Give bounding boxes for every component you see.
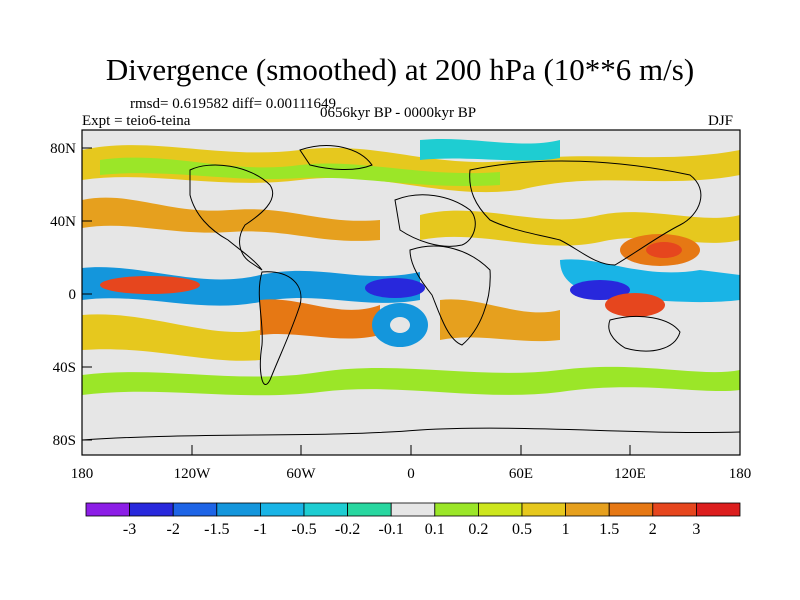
coast-south-america <box>258 271 302 386</box>
field-band-north <box>82 145 740 193</box>
lon-tick-labels: 180 120W 60W 0 60E 120E 180 <box>71 466 752 482</box>
lat-tick-labels: 80N 40N 0 40S 80S <box>50 141 76 449</box>
colorbar-swatch <box>521 502 566 517</box>
coast-north-america <box>189 164 273 271</box>
colorbar-swatch <box>696 502 741 517</box>
colorbar-label: 0.5 <box>512 521 532 538</box>
colorbar-label: -1 <box>254 521 267 538</box>
colorbar-swatch <box>652 502 697 517</box>
lat-label: 40S <box>53 360 76 376</box>
colorbar-swatch <box>85 502 130 517</box>
lat-label: 80S <box>53 433 76 449</box>
field-band-midnorth <box>82 197 380 241</box>
colorbar-label: 1.5 <box>599 521 619 538</box>
season-label: DJF <box>708 113 734 129</box>
colorbar-swatch <box>303 502 348 517</box>
field-blob-south-america <box>260 299 380 339</box>
colorbar-swatch <box>608 502 654 517</box>
lon-label: 60E <box>509 466 533 482</box>
field-blob-south-atlantic-core <box>390 317 410 333</box>
colorbar-swatch <box>129 502 174 517</box>
colorbar-label: 3 <box>692 521 700 538</box>
colorbar-swatch <box>259 502 305 517</box>
colorbar-label: -0.5 <box>291 521 316 538</box>
field-band-south-pacific <box>82 314 260 361</box>
divergence-field <box>82 130 740 455</box>
field-blob-maritime <box>605 293 665 317</box>
field-band-arctic <box>420 138 560 161</box>
colorbar-swatch <box>390 502 436 517</box>
colorbar-label: 1 <box>562 521 570 538</box>
lon-label: 180 <box>729 466 752 482</box>
coast-africa <box>409 245 491 346</box>
coast-greenland <box>299 145 373 171</box>
field-band-south <box>82 366 740 396</box>
field-band-antarctic <box>82 426 740 455</box>
colorbar-label: 2 <box>649 521 657 538</box>
field-blob-atlantic <box>365 278 425 298</box>
stats-label: rmsd= 0.619582 diff= 0.00111649 <box>130 96 336 112</box>
colorbar-label: 0.2 <box>468 521 488 538</box>
period-label: 0656kyr BP - 0000kyr BP <box>320 105 477 121</box>
colorbar-swatch <box>216 502 261 517</box>
colorbar-swatch <box>172 502 218 517</box>
coast-europe <box>394 194 476 247</box>
colorbar: -3 -2 -1.5 -1 -0.5 -0.2 -0.1 0.1 0.2 0.5 1 1.5 2 3 <box>85 502 741 538</box>
colorbar-swatch <box>565 502 610 517</box>
colorbar-label: -0.2 <box>335 521 360 538</box>
lon-label: 0 <box>407 466 415 482</box>
field-blob-indonesia <box>570 280 630 300</box>
colorbar-swatch <box>434 502 479 517</box>
plot-title: Divergence (smoothed) at 200 hPa (10**6 … <box>105 52 695 87</box>
lat-tick-marks <box>82 147 92 441</box>
lon-label: 120E <box>614 466 646 482</box>
field-blob-africa <box>440 299 560 342</box>
field-band-north-inner <box>100 157 500 187</box>
colorbar-label: -0.1 <box>379 521 404 538</box>
lon-label: 180 <box>71 466 94 482</box>
lat-label: 40N <box>50 214 76 230</box>
field-blob-asia-core <box>646 242 682 258</box>
colorbar-label: -3 <box>123 521 136 538</box>
lat-label: 80N <box>50 141 76 157</box>
coast-asia <box>469 160 702 266</box>
lon-tick-marks <box>81 445 741 455</box>
lon-label: 120W <box>174 466 212 482</box>
coast-antarctica <box>82 427 740 441</box>
colorbar-label: -2 <box>167 521 180 538</box>
lat-label: 0 <box>69 287 77 303</box>
field-blob-pacific-core <box>100 276 200 294</box>
colorbar-label: 0.1 <box>425 521 445 538</box>
experiment-label: Expt = teio6-teina <box>82 113 191 129</box>
colorbar-swatch <box>347 502 392 517</box>
colorbar-swatch <box>477 502 523 517</box>
colorbar-label: -1.5 <box>204 521 229 538</box>
coast-australia <box>608 315 681 352</box>
lon-label: 60W <box>286 466 316 482</box>
coastlines <box>82 145 740 441</box>
